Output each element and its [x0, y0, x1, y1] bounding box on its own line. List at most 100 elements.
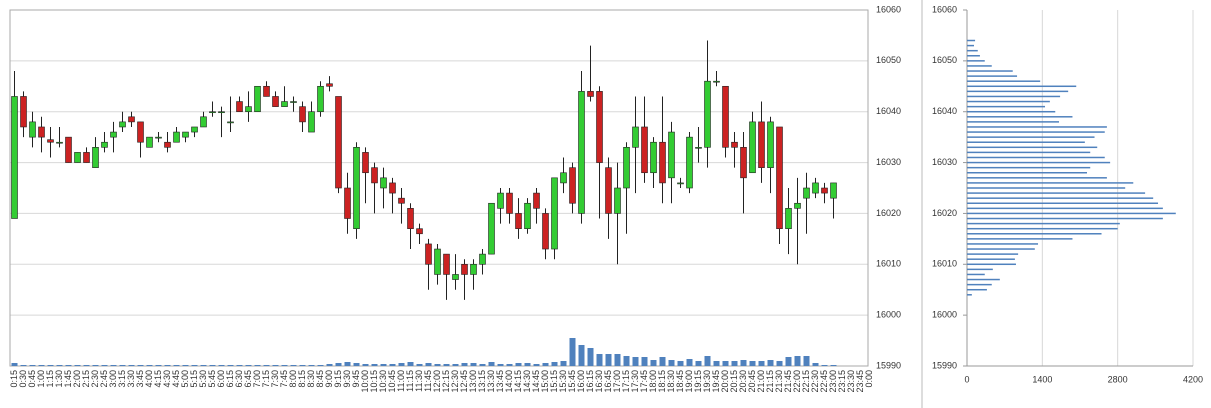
volume-bar: [272, 365, 279, 366]
profile-bar: [967, 156, 1105, 159]
x-tick-label: 3:30: [126, 370, 136, 388]
candle-body: [398, 197, 405, 204]
x-tick-label: 15:45: [567, 370, 577, 393]
x-tick-label: 18:30: [666, 370, 676, 393]
x-tick-label: 19:15: [693, 370, 703, 393]
candle-body: [713, 80, 720, 83]
volume-bar: [38, 365, 45, 366]
volume-bar: [344, 362, 351, 366]
profile-bar: [967, 75, 1018, 77]
candle-body: [263, 85, 270, 97]
y-tick-label: 16030: [876, 157, 901, 167]
profile-bar: [967, 177, 1107, 179]
volume-bar: [461, 363, 468, 366]
x-tick-label: 1:15: [45, 370, 55, 388]
x-tick-label: 6:30: [234, 370, 244, 388]
volume-bar: [20, 365, 27, 366]
volume-bar: [731, 361, 738, 366]
candle-body: [695, 147, 702, 149]
candle-body: [101, 141, 108, 148]
candle-body: [821, 187, 828, 194]
volume-bar: [29, 365, 36, 366]
profile-bar: [967, 166, 1091, 169]
candle-body: [299, 106, 306, 123]
candle-body: [128, 116, 135, 123]
volume-bar: [245, 365, 252, 366]
volume-bar: [533, 364, 540, 366]
x-tick-label: 1:45: [63, 370, 73, 388]
candle-body: [236, 101, 243, 113]
x-tick-label: 20:15: [729, 370, 739, 393]
volume-bar: [794, 356, 801, 366]
x-tick-label: 23:15: [837, 370, 847, 393]
candle-body: [245, 106, 252, 113]
volume-bar: [551, 362, 558, 366]
volume-bar: [506, 364, 513, 366]
profile-bar: [967, 238, 1073, 240]
volume-bar: [713, 361, 720, 366]
profile-bar: [967, 39, 976, 42]
x-tick-label: 0:00: [864, 370, 874, 388]
x-tick-label: 2:15: [81, 370, 91, 388]
volume-bar: [695, 361, 702, 366]
candle-body: [767, 121, 774, 168]
candle-body: [731, 141, 738, 148]
x-tick-label: 18:00: [648, 370, 658, 393]
profile-bar: [967, 70, 1013, 72]
x-tick-label: 11:15: [405, 370, 415, 392]
x-tick-label: 2:45: [99, 370, 109, 388]
profile-bar: [967, 207, 1163, 210]
profile-bar: [967, 110, 1056, 113]
volume-bar: [182, 365, 189, 366]
volume-bar: [425, 363, 432, 366]
profile-bar: [967, 60, 985, 62]
candle-body: [785, 208, 792, 229]
candle-body: [218, 111, 225, 114]
x-tick-label: 15:00: [540, 370, 550, 393]
volume-bar: [524, 363, 531, 366]
candle-body: [623, 147, 630, 189]
profile-bar: [967, 44, 974, 47]
x-tick-label: 21:00: [756, 370, 766, 393]
x-tick-label: 0:45: [27, 370, 37, 388]
volume-bar: [389, 364, 396, 366]
candle-body: [812, 182, 819, 194]
volume-bar: [191, 365, 198, 366]
candle-body: [758, 121, 765, 168]
candle-body: [560, 172, 567, 184]
candle-body: [659, 141, 666, 184]
x-tick-label: 4:00: [144, 370, 154, 388]
volume-bar: [56, 365, 63, 366]
volume-bar: [470, 363, 477, 366]
x-tick-label: 17:00: [612, 370, 622, 393]
volume-bar: [668, 360, 675, 366]
candle-body: [461, 263, 468, 275]
y-tick-label: 16050: [932, 55, 957, 65]
volume-bar: [128, 365, 135, 366]
volume-bar: [353, 363, 360, 366]
volume-bar: [200, 365, 207, 366]
x-tick-label: 6:45: [243, 370, 253, 388]
x-tick-label: 16:45: [603, 370, 613, 393]
volume-bar: [263, 365, 270, 366]
candle-body: [569, 167, 576, 204]
candle-body: [533, 192, 540, 209]
x-tick-label: 13:45: [495, 370, 505, 393]
x-tick-label: 20:45: [747, 370, 757, 393]
volume-bar: [785, 357, 792, 366]
profile-bar: [967, 151, 1091, 154]
volume-bar: [110, 365, 117, 366]
profile-bar: [967, 263, 1016, 266]
x-tick-label: 12:15: [441, 370, 451, 393]
profile-bar: [967, 268, 993, 271]
profile-bar: [967, 197, 1154, 199]
candle-body: [65, 136, 72, 163]
x-tick-label: 0: [964, 374, 969, 384]
candle-body: [722, 85, 729, 148]
candle-body: [434, 248, 441, 275]
profile-bar: [967, 55, 980, 57]
volume-bar: [560, 361, 567, 366]
profile-bar: [967, 116, 1073, 118]
x-tick-label: 14:30: [522, 370, 532, 393]
candle-body: [749, 121, 756, 174]
